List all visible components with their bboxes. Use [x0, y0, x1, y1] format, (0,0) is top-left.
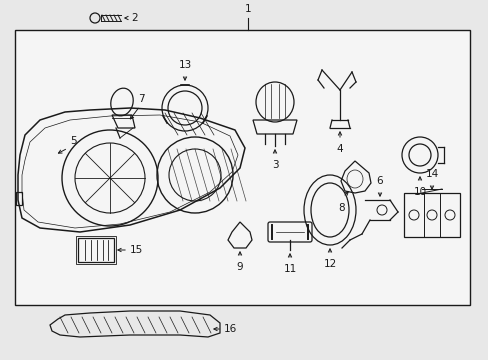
Bar — [15, 30, 469, 305]
Text: 1: 1 — [244, 4, 251, 14]
Text: 13: 13 — [178, 60, 191, 70]
Text: 7: 7 — [138, 94, 144, 104]
Text: 4: 4 — [336, 144, 343, 154]
Text: 12: 12 — [323, 259, 336, 269]
Text: 8: 8 — [338, 203, 345, 213]
Text: 6: 6 — [376, 176, 383, 186]
Text: 11: 11 — [283, 264, 296, 274]
Bar — [78, 238, 114, 262]
Text: 9: 9 — [236, 262, 243, 272]
Text: 3: 3 — [271, 160, 278, 170]
Text: 10: 10 — [412, 187, 426, 197]
Text: 15: 15 — [130, 245, 143, 255]
Text: 14: 14 — [425, 169, 438, 179]
Text: 5: 5 — [70, 136, 77, 146]
Text: 16: 16 — [224, 324, 237, 334]
Text: 2: 2 — [131, 13, 137, 23]
Bar — [76, 236, 116, 264]
Bar — [403, 193, 459, 237]
